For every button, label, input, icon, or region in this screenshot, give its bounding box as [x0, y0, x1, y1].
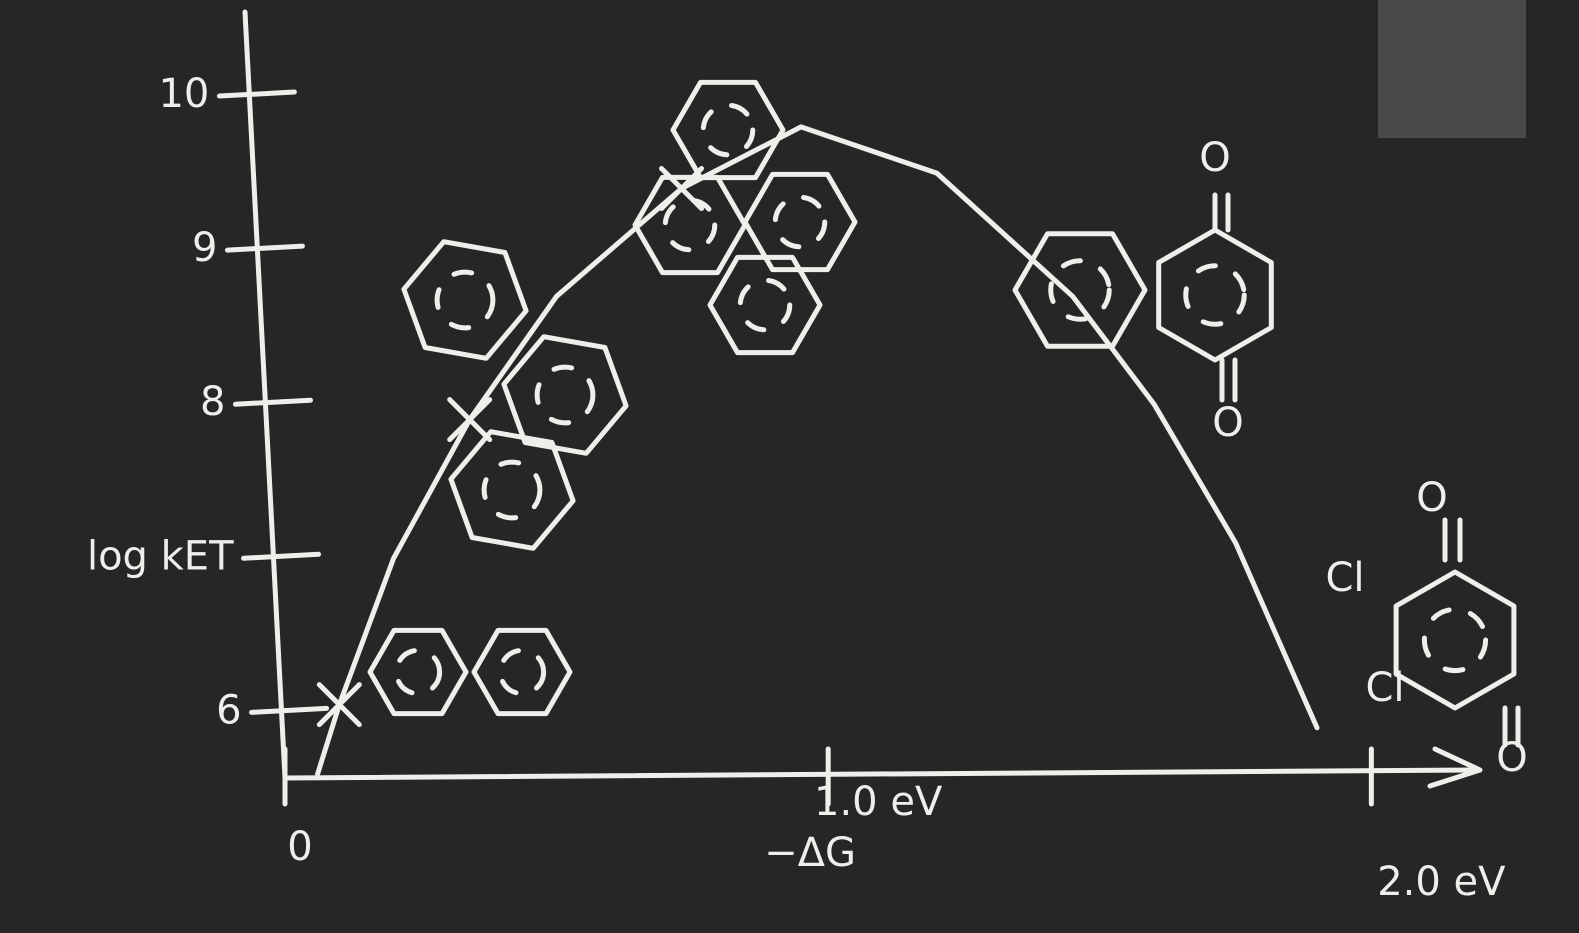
- x-axis-label: −ΔG: [764, 830, 856, 876]
- molecule-bond: [481, 459, 543, 521]
- molecule-bond: [662, 197, 718, 253]
- x-axis: [282, 767, 1478, 781]
- molecule-atom: Cl: [1365, 665, 1404, 711]
- data-marker: [316, 682, 362, 728]
- y-tick: [241, 551, 322, 561]
- molecule-atom: O: [1416, 475, 1447, 521]
- molecule-ring: [670, 79, 786, 181]
- molecule-bond: [434, 269, 496, 331]
- x-tick-label: 0: [287, 824, 312, 870]
- molecule-atom: O: [1212, 400, 1243, 446]
- marker-stroke: [447, 397, 493, 443]
- molecule-ring: [448, 429, 576, 551]
- x-tick-label: 2.0 eV: [1377, 859, 1506, 905]
- molecule-atom: O: [1199, 135, 1230, 181]
- curve: [315, 124, 1320, 777]
- molecule-bond: [1048, 258, 1112, 322]
- y-tick: [216, 89, 297, 99]
- molecule-atom: Cl: [1325, 555, 1364, 601]
- molecule-ring: [401, 239, 529, 361]
- molecule-ring: [707, 254, 823, 356]
- board-patch: [1378, 0, 1526, 138]
- marker-stroke: [659, 165, 705, 211]
- molecule-bond: [497, 647, 547, 697]
- x-tick-label: 1.0 eV: [814, 779, 943, 825]
- molecule-bond: [772, 194, 828, 250]
- marker-stroke: [316, 682, 362, 728]
- y-tick-label: log kET: [87, 533, 234, 579]
- molecule-bond: [534, 364, 596, 426]
- y-tick-label: 9: [192, 225, 217, 271]
- data-marker: [447, 397, 493, 443]
- y-axis: [242, 9, 288, 781]
- molecule-ring: [1393, 569, 1517, 711]
- y-tick-label: 8: [200, 379, 225, 425]
- y-tick: [249, 705, 330, 715]
- y-tick-label: 10: [158, 71, 209, 117]
- molecule-bond: [1183, 263, 1247, 327]
- y-tick: [232, 397, 313, 407]
- data-marker: [659, 165, 705, 211]
- molecule-ring: [367, 627, 469, 717]
- molecule-ring: [742, 171, 858, 273]
- molecule-bond: [393, 647, 443, 697]
- molecule-ring: [1156, 227, 1274, 363]
- x-axis-arrow: [1427, 746, 1483, 789]
- molecule-atom: O: [1496, 735, 1527, 781]
- molecule-ring: [471, 627, 573, 717]
- molecule-bond: [1421, 606, 1489, 674]
- y-tick-label: 6: [216, 687, 241, 733]
- molecule-ring: [632, 174, 748, 276]
- molecule-ring: [501, 334, 629, 456]
- molecule-bond: [700, 102, 756, 158]
- molecule-bond: [737, 277, 793, 333]
- y-tick: [224, 243, 305, 253]
